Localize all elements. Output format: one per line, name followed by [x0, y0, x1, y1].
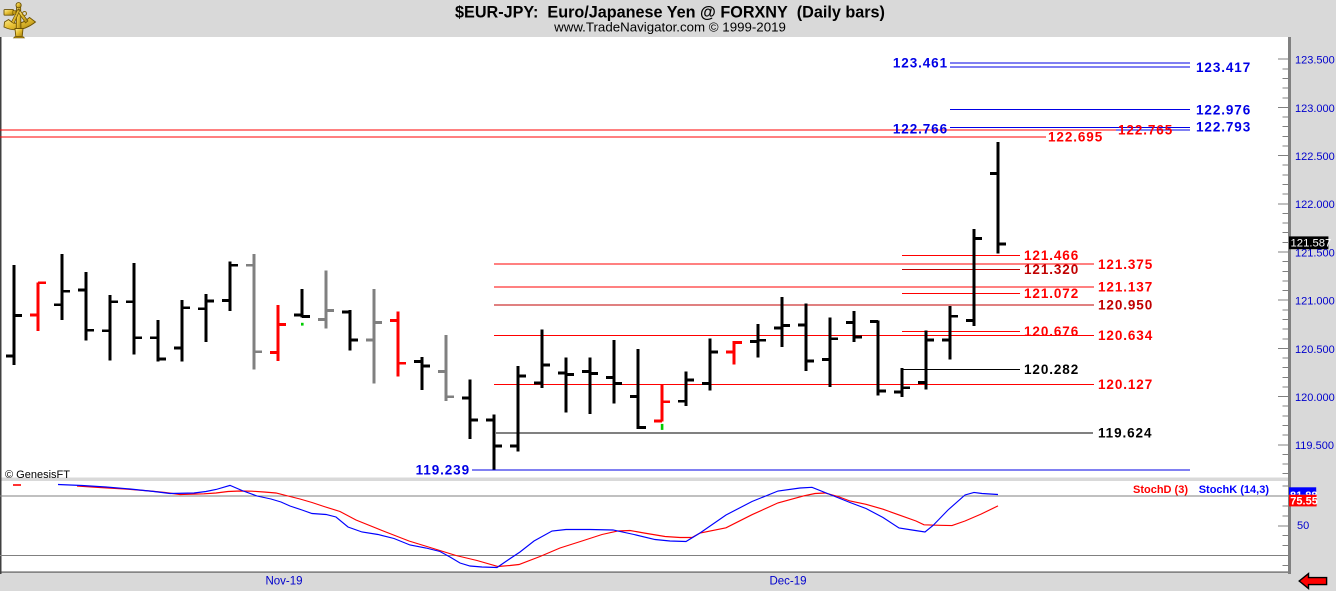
svg-text:121.072: 121.072	[1024, 286, 1079, 301]
svg-text:122.976: 122.976	[1196, 102, 1251, 117]
svg-text:123.417: 123.417	[1196, 60, 1251, 75]
svg-text:123.461: 123.461	[893, 56, 948, 71]
svg-text:Dec-19: Dec-19	[769, 576, 806, 588]
svg-text:119.239: 119.239	[416, 463, 470, 478]
svg-text:120.000: 120.000	[1295, 392, 1335, 404]
svg-text:Nov-19: Nov-19	[265, 576, 302, 588]
svg-text:122.000: 122.000	[1295, 199, 1335, 211]
svg-text:119.500: 119.500	[1295, 440, 1334, 452]
svg-text:© GenesisFT: © GenesisFT	[5, 469, 70, 481]
svg-text:121.137: 121.137	[1098, 280, 1153, 295]
svg-text:StochK (14,3): StochK (14,3)	[1199, 484, 1270, 496]
svg-text:www.TradeNavigator.com © 1999-: www.TradeNavigator.com © 1999-2019	[553, 20, 786, 35]
svg-text:122.500: 122.500	[1295, 151, 1335, 163]
svg-text:120.950: 120.950	[1098, 298, 1153, 313]
svg-text:121.466: 121.466	[1024, 248, 1079, 263]
svg-text:50: 50	[1297, 520, 1309, 532]
svg-text:122.793: 122.793	[1196, 120, 1251, 135]
svg-text:121.587: 121.587	[1291, 238, 1332, 250]
svg-text:120.634: 120.634	[1098, 328, 1153, 343]
svg-text:121.375: 121.375	[1098, 257, 1153, 272]
svg-text:120.676: 120.676	[1024, 324, 1079, 339]
svg-text:123.500: 123.500	[1295, 55, 1335, 67]
svg-text:123.000: 123.000	[1295, 103, 1335, 115]
svg-text:75.55: 75.55	[1290, 496, 1318, 508]
svg-text:122.695: 122.695	[1048, 129, 1103, 144]
svg-text:120.127: 120.127	[1098, 377, 1153, 392]
svg-text:120.500: 120.500	[1295, 344, 1335, 356]
svg-text:122.765: 122.765	[1118, 123, 1173, 138]
svg-text:121.320: 121.320	[1024, 262, 1079, 277]
svg-text:119.624: 119.624	[1098, 426, 1152, 441]
svg-text:$EUR-JPY: Euro/Japanese Yen @: $EUR-JPY: Euro/Japanese Yen @ FORXNY (Da…	[455, 4, 885, 22]
svg-text:121.000: 121.000	[1295, 296, 1335, 308]
svg-text:StochD (3): StochD (3)	[1133, 484, 1188, 496]
svg-text:122.766: 122.766	[893, 122, 948, 137]
svg-text:121.500: 121.500	[1295, 247, 1335, 259]
svg-text:120.282: 120.282	[1024, 362, 1079, 377]
